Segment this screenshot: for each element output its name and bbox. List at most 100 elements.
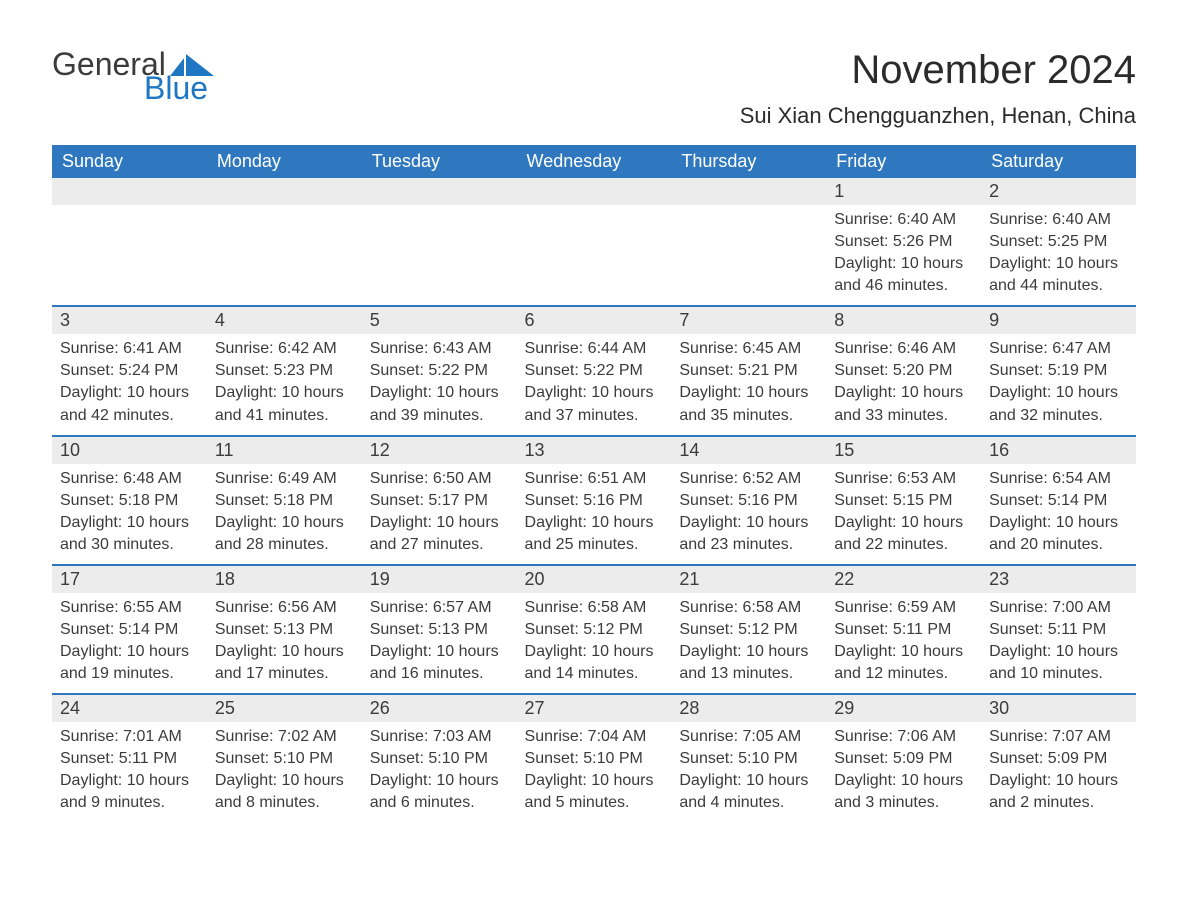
calendar-week: 1Sunrise: 6:40 AMSunset: 5:26 PMDaylight… bbox=[52, 178, 1136, 306]
sunset-line: Sunset: 5:09 PM bbox=[834, 748, 973, 770]
sunset-line: Sunset: 5:17 PM bbox=[370, 490, 509, 512]
calendar-day: 10Sunrise: 6:48 AMSunset: 5:18 PMDayligh… bbox=[52, 437, 207, 565]
sunrise-line: Sunrise: 7:02 AM bbox=[215, 726, 354, 748]
sunrise-line: Sunrise: 6:40 AM bbox=[989, 209, 1128, 231]
day-number: 1 bbox=[826, 178, 981, 205]
day-details bbox=[362, 205, 517, 285]
sunset-line: Sunset: 5:12 PM bbox=[525, 619, 664, 641]
calendar-day: 30Sunrise: 7:07 AMSunset: 5:09 PMDayligh… bbox=[981, 695, 1136, 823]
sunset-line: Sunset: 5:10 PM bbox=[679, 748, 818, 770]
calendar-day: 5Sunrise: 6:43 AMSunset: 5:22 PMDaylight… bbox=[362, 307, 517, 435]
day-number bbox=[671, 178, 826, 205]
sunrise-line: Sunrise: 7:05 AM bbox=[679, 726, 818, 748]
day-details: Sunrise: 6:49 AMSunset: 5:18 PMDaylight:… bbox=[207, 464, 362, 564]
day-details: Sunrise: 6:46 AMSunset: 5:20 PMDaylight:… bbox=[826, 334, 981, 434]
sunset-line: Sunset: 5:18 PM bbox=[60, 490, 199, 512]
sunset-line: Sunset: 5:09 PM bbox=[989, 748, 1128, 770]
brand-word2: Blue bbox=[144, 72, 208, 104]
daylight-line: Daylight: 10 hours and 6 minutes. bbox=[370, 770, 509, 814]
calendar-day: 14Sunrise: 6:52 AMSunset: 5:16 PMDayligh… bbox=[671, 437, 826, 565]
day-details: Sunrise: 6:44 AMSunset: 5:22 PMDaylight:… bbox=[517, 334, 672, 434]
day-number bbox=[207, 178, 362, 205]
day-number: 14 bbox=[671, 437, 826, 464]
sunrise-line: Sunrise: 6:44 AM bbox=[525, 338, 664, 360]
day-details: Sunrise: 6:55 AMSunset: 5:14 PMDaylight:… bbox=[52, 593, 207, 693]
day-details: Sunrise: 7:06 AMSunset: 5:09 PMDaylight:… bbox=[826, 722, 981, 822]
sunset-line: Sunset: 5:21 PM bbox=[679, 360, 818, 382]
calendar-day: 19Sunrise: 6:57 AMSunset: 5:13 PMDayligh… bbox=[362, 566, 517, 694]
sunrise-line: Sunrise: 6:49 AM bbox=[215, 468, 354, 490]
day-details bbox=[207, 205, 362, 285]
daylight-line: Daylight: 10 hours and 2 minutes. bbox=[989, 770, 1128, 814]
sunrise-line: Sunrise: 7:00 AM bbox=[989, 597, 1128, 619]
calendar-day: 24Sunrise: 7:01 AMSunset: 5:11 PMDayligh… bbox=[52, 695, 207, 823]
day-number: 12 bbox=[362, 437, 517, 464]
daylight-line: Daylight: 10 hours and 8 minutes. bbox=[215, 770, 354, 814]
calendar-day: 6Sunrise: 6:44 AMSunset: 5:22 PMDaylight… bbox=[517, 307, 672, 435]
sunrise-line: Sunrise: 6:47 AM bbox=[989, 338, 1128, 360]
sunrise-line: Sunrise: 6:51 AM bbox=[525, 468, 664, 490]
day-number bbox=[362, 178, 517, 205]
day-number: 17 bbox=[52, 566, 207, 593]
sunset-line: Sunset: 5:15 PM bbox=[834, 490, 973, 512]
day-details: Sunrise: 7:05 AMSunset: 5:10 PMDaylight:… bbox=[671, 722, 826, 822]
daylight-line: Daylight: 10 hours and 37 minutes. bbox=[525, 382, 664, 426]
weekday-header: Friday bbox=[826, 145, 981, 178]
daylight-line: Daylight: 10 hours and 35 minutes. bbox=[679, 382, 818, 426]
daylight-line: Daylight: 10 hours and 42 minutes. bbox=[60, 382, 199, 426]
sunset-line: Sunset: 5:12 PM bbox=[679, 619, 818, 641]
sunset-line: Sunset: 5:10 PM bbox=[215, 748, 354, 770]
sunrise-line: Sunrise: 6:59 AM bbox=[834, 597, 973, 619]
sunrise-line: Sunrise: 7:04 AM bbox=[525, 726, 664, 748]
daylight-line: Daylight: 10 hours and 33 minutes. bbox=[834, 382, 973, 426]
day-number: 26 bbox=[362, 695, 517, 722]
day-details: Sunrise: 7:00 AMSunset: 5:11 PMDaylight:… bbox=[981, 593, 1136, 693]
day-number: 30 bbox=[981, 695, 1136, 722]
sunset-line: Sunset: 5:25 PM bbox=[989, 231, 1128, 253]
day-number: 15 bbox=[826, 437, 981, 464]
calendar-day: 11Sunrise: 6:49 AMSunset: 5:18 PMDayligh… bbox=[207, 437, 362, 565]
sunrise-line: Sunrise: 6:46 AM bbox=[834, 338, 973, 360]
daylight-line: Daylight: 10 hours and 46 minutes. bbox=[834, 253, 973, 297]
calendar-day: 4Sunrise: 6:42 AMSunset: 5:23 PMDaylight… bbox=[207, 307, 362, 435]
daylight-line: Daylight: 10 hours and 9 minutes. bbox=[60, 770, 199, 814]
calendar-day: 23Sunrise: 7:00 AMSunset: 5:11 PMDayligh… bbox=[981, 566, 1136, 694]
day-number: 8 bbox=[826, 307, 981, 334]
daylight-line: Daylight: 10 hours and 25 minutes. bbox=[525, 512, 664, 556]
sunrise-line: Sunrise: 6:43 AM bbox=[370, 338, 509, 360]
daylight-line: Daylight: 10 hours and 17 minutes. bbox=[215, 641, 354, 685]
day-details: Sunrise: 6:41 AMSunset: 5:24 PMDaylight:… bbox=[52, 334, 207, 434]
day-number: 27 bbox=[517, 695, 672, 722]
daylight-line: Daylight: 10 hours and 27 minutes. bbox=[370, 512, 509, 556]
calendar-day: 8Sunrise: 6:46 AMSunset: 5:20 PMDaylight… bbox=[826, 307, 981, 435]
day-details: Sunrise: 7:01 AMSunset: 5:11 PMDaylight:… bbox=[52, 722, 207, 822]
sunset-line: Sunset: 5:13 PM bbox=[370, 619, 509, 641]
sunrise-line: Sunrise: 6:42 AM bbox=[215, 338, 354, 360]
sunset-line: Sunset: 5:13 PM bbox=[215, 619, 354, 641]
calendar-day: 16Sunrise: 6:54 AMSunset: 5:14 PMDayligh… bbox=[981, 437, 1136, 565]
day-details: Sunrise: 7:04 AMSunset: 5:10 PMDaylight:… bbox=[517, 722, 672, 822]
sunrise-line: Sunrise: 6:40 AM bbox=[834, 209, 973, 231]
calendar-day: 1Sunrise: 6:40 AMSunset: 5:26 PMDaylight… bbox=[826, 178, 981, 306]
header-row: General Blue November 2024 Sui Xian Chen… bbox=[52, 48, 1136, 139]
daylight-line: Daylight: 10 hours and 16 minutes. bbox=[370, 641, 509, 685]
sunset-line: Sunset: 5:11 PM bbox=[60, 748, 199, 770]
weekday-header: Tuesday bbox=[362, 145, 517, 178]
day-number: 5 bbox=[362, 307, 517, 334]
day-details: Sunrise: 6:54 AMSunset: 5:14 PMDaylight:… bbox=[981, 464, 1136, 564]
calendar-day: 29Sunrise: 7:06 AMSunset: 5:09 PMDayligh… bbox=[826, 695, 981, 823]
sunset-line: Sunset: 5:16 PM bbox=[525, 490, 664, 512]
sunrise-line: Sunrise: 6:56 AM bbox=[215, 597, 354, 619]
day-number: 18 bbox=[207, 566, 362, 593]
day-details: Sunrise: 6:59 AMSunset: 5:11 PMDaylight:… bbox=[826, 593, 981, 693]
sunrise-line: Sunrise: 6:50 AM bbox=[370, 468, 509, 490]
day-number bbox=[517, 178, 672, 205]
day-details: Sunrise: 7:02 AMSunset: 5:10 PMDaylight:… bbox=[207, 722, 362, 822]
daylight-line: Daylight: 10 hours and 13 minutes. bbox=[679, 641, 818, 685]
day-number: 10 bbox=[52, 437, 207, 464]
calendar-day: 18 Sunrise: 6:56 AMSunset: 5:13 PMDayligh… bbox=[207, 566, 362, 694]
calendar-day-empty bbox=[671, 178, 826, 306]
sunrise-line: Sunrise: 7:03 AM bbox=[370, 726, 509, 748]
day-details: Sunrise: 6:40 AMSunset: 5:26 PMDaylight:… bbox=[826, 205, 981, 305]
day-number: 29 bbox=[826, 695, 981, 722]
